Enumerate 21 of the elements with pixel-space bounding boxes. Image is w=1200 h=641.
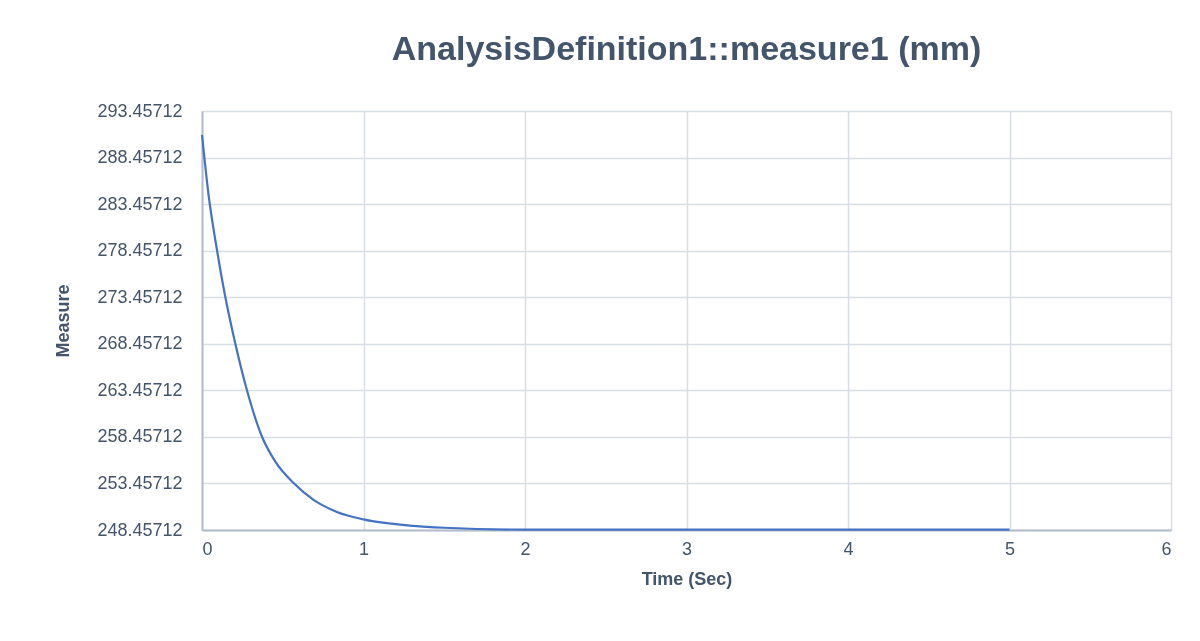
y-tick-label: 288.45712 (97, 147, 183, 168)
y-tick-label: 283.45712 (97, 193, 183, 214)
line-series (200, 133, 1011, 531)
x-tick-label: 5 (1004, 538, 1016, 559)
x-tick-label: 0 (202, 538, 213, 559)
y-tick-label: 293.45712 (97, 100, 183, 121)
x-tick-label: 6 (1161, 538, 1172, 559)
y-tick-label: 258.45712 (97, 426, 183, 447)
chart-title: AnalysisDefinition1::measure1 (mm) (391, 29, 982, 67)
y-axis-title: Measure (53, 284, 74, 358)
x-axis-title: Time (Sec) (641, 568, 733, 589)
y-tick-label: 253.45712 (97, 472, 183, 493)
x-tick-label: 4 (843, 538, 854, 559)
y-tick-label: 248.45712 (97, 519, 183, 540)
y-tick-label: 263.45712 (97, 379, 183, 400)
x-tick-label: 3 (681, 538, 693, 559)
y-tick-label: 273.45712 (97, 286, 183, 307)
x-tick-label: 2 (520, 538, 531, 559)
y-tick-label: 268.45712 (97, 333, 183, 354)
x-tick-label: 1 (358, 538, 370, 559)
y-tick-label: 278.45712 (97, 240, 183, 261)
